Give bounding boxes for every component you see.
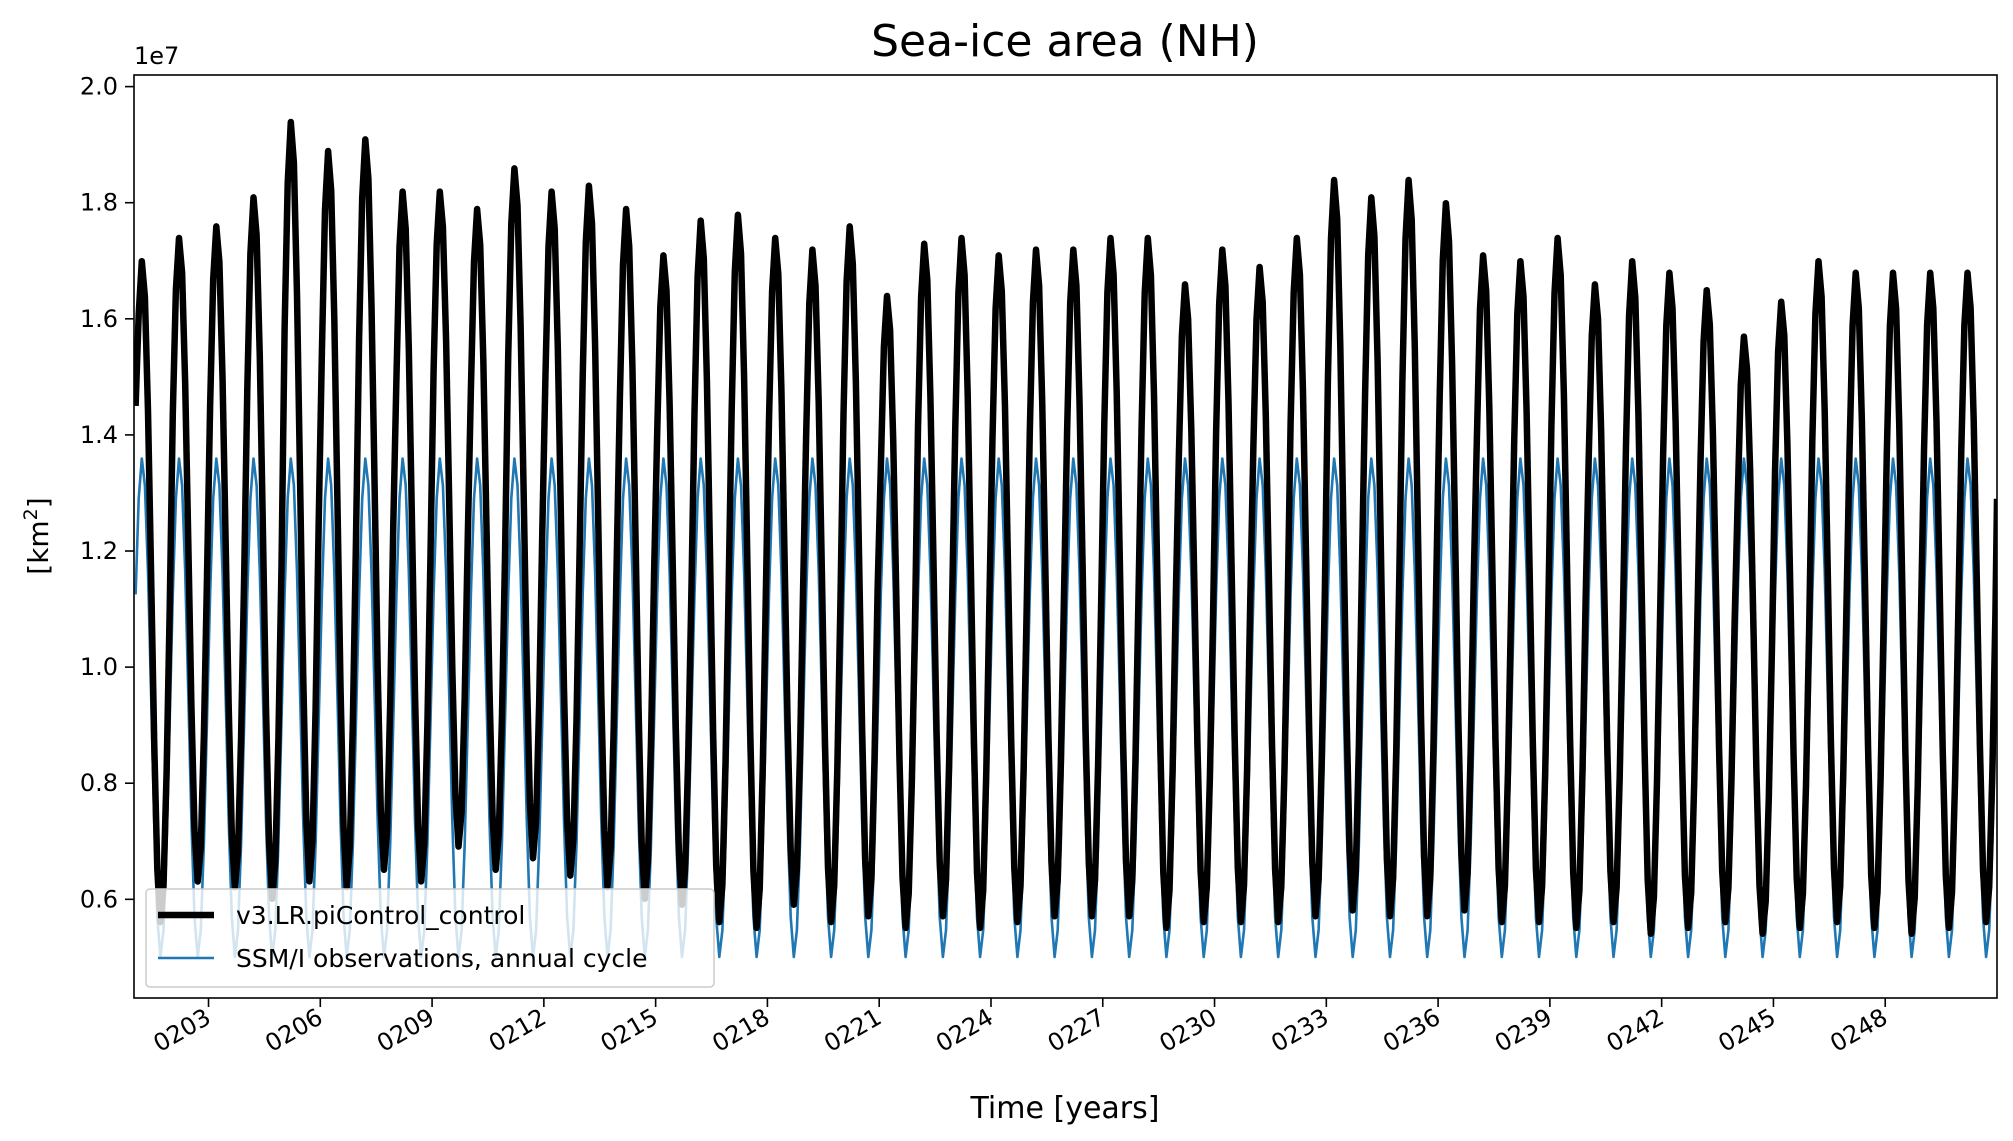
y-ticks: 0.6 0.8 1.0 1.2 1.4 1.6 1.8 2.0 — [80, 73, 134, 913]
x-tick-label: 0227 — [1043, 1003, 1110, 1058]
x-ticks: 0203 0206 0209 0212 0215 0218 0221 0224 0227 0230… — [149, 998, 1892, 1058]
y-tick-label: 0.8 — [80, 769, 118, 797]
x-tick-label: 0236 — [1378, 1003, 1445, 1058]
x-tick-label: 0239 — [1490, 1003, 1557, 1058]
series-model-control-line — [134, 118, 1997, 937]
x-tick-label: 0218 — [708, 1003, 775, 1058]
x-tick-label: 0242 — [1602, 1003, 1669, 1058]
x-tick-label: 0230 — [1155, 1003, 1222, 1058]
x-tick-label: 0212 — [484, 1003, 551, 1058]
y-tick-label: 1.8 — [80, 189, 118, 217]
x-tick-label: 0221 — [819, 1003, 886, 1058]
x-axis-label: Time [years] — [970, 1091, 1160, 1126]
x-tick-label: 0248 — [1825, 1003, 1892, 1058]
legend-model-label: v3.LR.piControl_control — [236, 901, 525, 930]
x-tick-label: 0203 — [149, 1003, 216, 1058]
y-tick-label: 2.0 — [80, 73, 118, 101]
legend-obs-label: SSM/I observations, annual cycle — [236, 944, 648, 973]
plot-lines — [134, 118, 1997, 959]
x-tick-label: 0224 — [931, 1003, 998, 1058]
x-tick-label: 0245 — [1714, 1003, 1781, 1058]
y-offset-label: 1e7 — [134, 42, 179, 70]
y-tick-label: 1.4 — [80, 421, 118, 449]
x-tick-label: 0206 — [260, 1003, 327, 1058]
y-tick-label: 1.6 — [80, 305, 118, 333]
x-tick-label: 0209 — [372, 1003, 439, 1058]
y-tick-label: 1.0 — [80, 653, 118, 681]
chart-title: Sea-ice area (NH) — [871, 16, 1259, 67]
y-axis-label: [km2] — [20, 497, 55, 574]
x-tick-label: 0233 — [1266, 1003, 1333, 1058]
legend: v3.LR.piControl_control SSM/I observatio… — [145, 888, 715, 988]
y-tick-label: 0.6 — [80, 885, 118, 913]
legend-box — [145, 888, 715, 988]
plot-frame — [133, 74, 1998, 999]
y-tick-label: 1.2 — [80, 537, 118, 565]
x-tick-label: 0215 — [596, 1003, 663, 1058]
